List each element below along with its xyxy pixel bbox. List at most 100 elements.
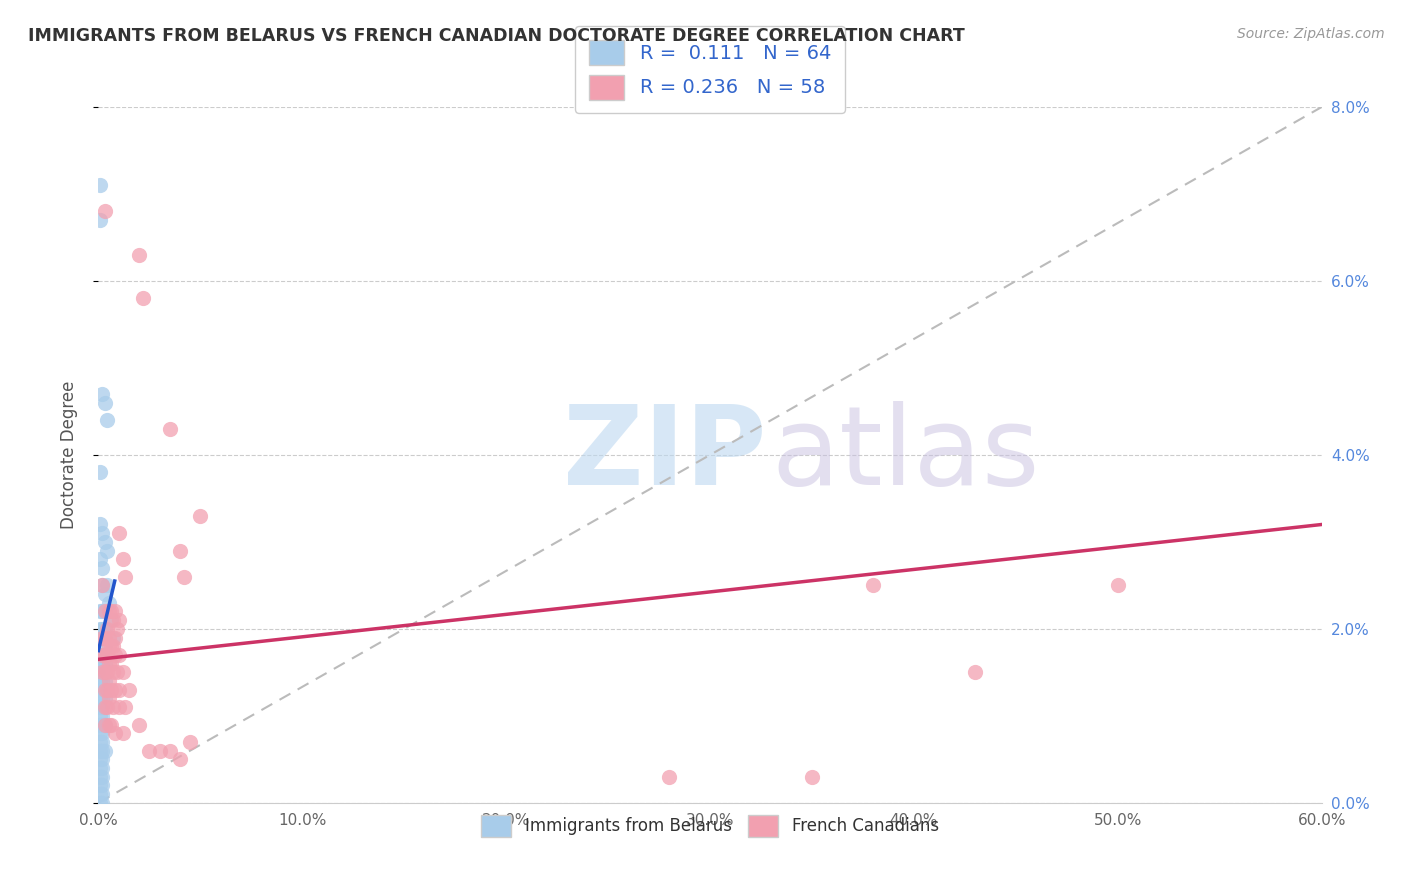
Point bbox=[132, 291, 155, 305]
Point bbox=[89, 778, 111, 793]
Point bbox=[89, 752, 111, 766]
Point bbox=[97, 691, 120, 706]
Point bbox=[91, 770, 114, 784]
Point bbox=[93, 674, 115, 689]
Point bbox=[89, 674, 111, 689]
Point bbox=[188, 508, 212, 523]
Point bbox=[100, 682, 122, 697]
Point bbox=[100, 605, 122, 619]
Point bbox=[96, 622, 118, 636]
Point bbox=[169, 752, 191, 766]
Text: IMMIGRANTS FROM BELARUS VS FRENCH CANADIAN DOCTORATE DEGREE CORRELATION CHART: IMMIGRANTS FROM BELARUS VS FRENCH CANADI… bbox=[28, 27, 965, 45]
Point bbox=[91, 735, 114, 749]
Point bbox=[89, 726, 111, 740]
Point bbox=[96, 682, 118, 697]
Point bbox=[91, 752, 114, 766]
Y-axis label: Doctorate Degree: Doctorate Degree bbox=[59, 381, 77, 529]
Text: Source: ZipAtlas.com: Source: ZipAtlas.com bbox=[1237, 27, 1385, 41]
Point bbox=[91, 726, 114, 740]
Point bbox=[801, 770, 824, 784]
Point bbox=[104, 682, 127, 697]
Point bbox=[89, 735, 111, 749]
Text: atlas: atlas bbox=[772, 401, 1039, 508]
Point bbox=[93, 605, 115, 619]
Point bbox=[91, 665, 114, 680]
Point bbox=[100, 717, 122, 731]
Point bbox=[96, 648, 118, 662]
Text: ZIP: ZIP bbox=[564, 401, 766, 508]
Point bbox=[97, 605, 120, 619]
Point bbox=[89, 552, 111, 566]
Point bbox=[89, 648, 111, 662]
Point bbox=[91, 717, 114, 731]
Point bbox=[97, 631, 120, 645]
Point bbox=[91, 744, 114, 758]
Point bbox=[89, 744, 111, 758]
Point bbox=[111, 665, 134, 680]
Point bbox=[96, 665, 118, 680]
Point bbox=[91, 631, 114, 645]
Point bbox=[89, 657, 111, 671]
Point bbox=[89, 466, 111, 480]
Point bbox=[89, 717, 111, 731]
Point bbox=[111, 552, 134, 566]
Point bbox=[97, 674, 120, 689]
Point bbox=[104, 605, 127, 619]
Point bbox=[89, 787, 111, 801]
Point bbox=[89, 178, 111, 193]
Point bbox=[108, 613, 131, 627]
Point bbox=[93, 665, 115, 680]
Point bbox=[89, 622, 111, 636]
Point bbox=[93, 744, 115, 758]
Point bbox=[91, 796, 114, 810]
Point bbox=[658, 770, 681, 784]
Point bbox=[89, 517, 111, 532]
Point bbox=[114, 570, 136, 584]
Point bbox=[159, 744, 181, 758]
Point bbox=[96, 700, 118, 714]
Point bbox=[89, 708, 111, 723]
Point bbox=[101, 639, 124, 653]
Point bbox=[169, 543, 191, 558]
Point bbox=[91, 674, 114, 689]
Point bbox=[93, 534, 115, 549]
Point bbox=[100, 613, 122, 627]
Point bbox=[91, 700, 114, 714]
Point bbox=[89, 605, 111, 619]
Point bbox=[104, 726, 127, 740]
Point bbox=[93, 395, 115, 409]
Point bbox=[93, 657, 115, 671]
Point bbox=[128, 717, 150, 731]
Point bbox=[101, 700, 124, 714]
Point bbox=[91, 648, 114, 662]
Point bbox=[91, 708, 114, 723]
Point bbox=[96, 413, 118, 427]
Point bbox=[93, 717, 115, 731]
Point bbox=[91, 526, 114, 541]
Point bbox=[149, 744, 172, 758]
Point bbox=[101, 665, 124, 680]
Point bbox=[91, 578, 114, 592]
Point bbox=[111, 726, 134, 740]
Point bbox=[91, 561, 114, 575]
Point bbox=[89, 631, 111, 645]
Point bbox=[114, 700, 136, 714]
Point bbox=[89, 700, 111, 714]
Point bbox=[93, 691, 115, 706]
Point bbox=[91, 665, 114, 680]
Point bbox=[105, 622, 128, 636]
Point bbox=[91, 787, 114, 801]
Point bbox=[91, 691, 114, 706]
Point bbox=[173, 570, 195, 584]
Point bbox=[97, 657, 120, 671]
Point bbox=[93, 717, 115, 731]
Point bbox=[89, 691, 111, 706]
Point bbox=[89, 770, 111, 784]
Point bbox=[1107, 578, 1129, 592]
Point bbox=[108, 682, 131, 697]
Point bbox=[89, 665, 111, 680]
Point bbox=[91, 578, 114, 592]
Point bbox=[108, 648, 131, 662]
Point bbox=[93, 682, 115, 697]
Point bbox=[965, 665, 987, 680]
